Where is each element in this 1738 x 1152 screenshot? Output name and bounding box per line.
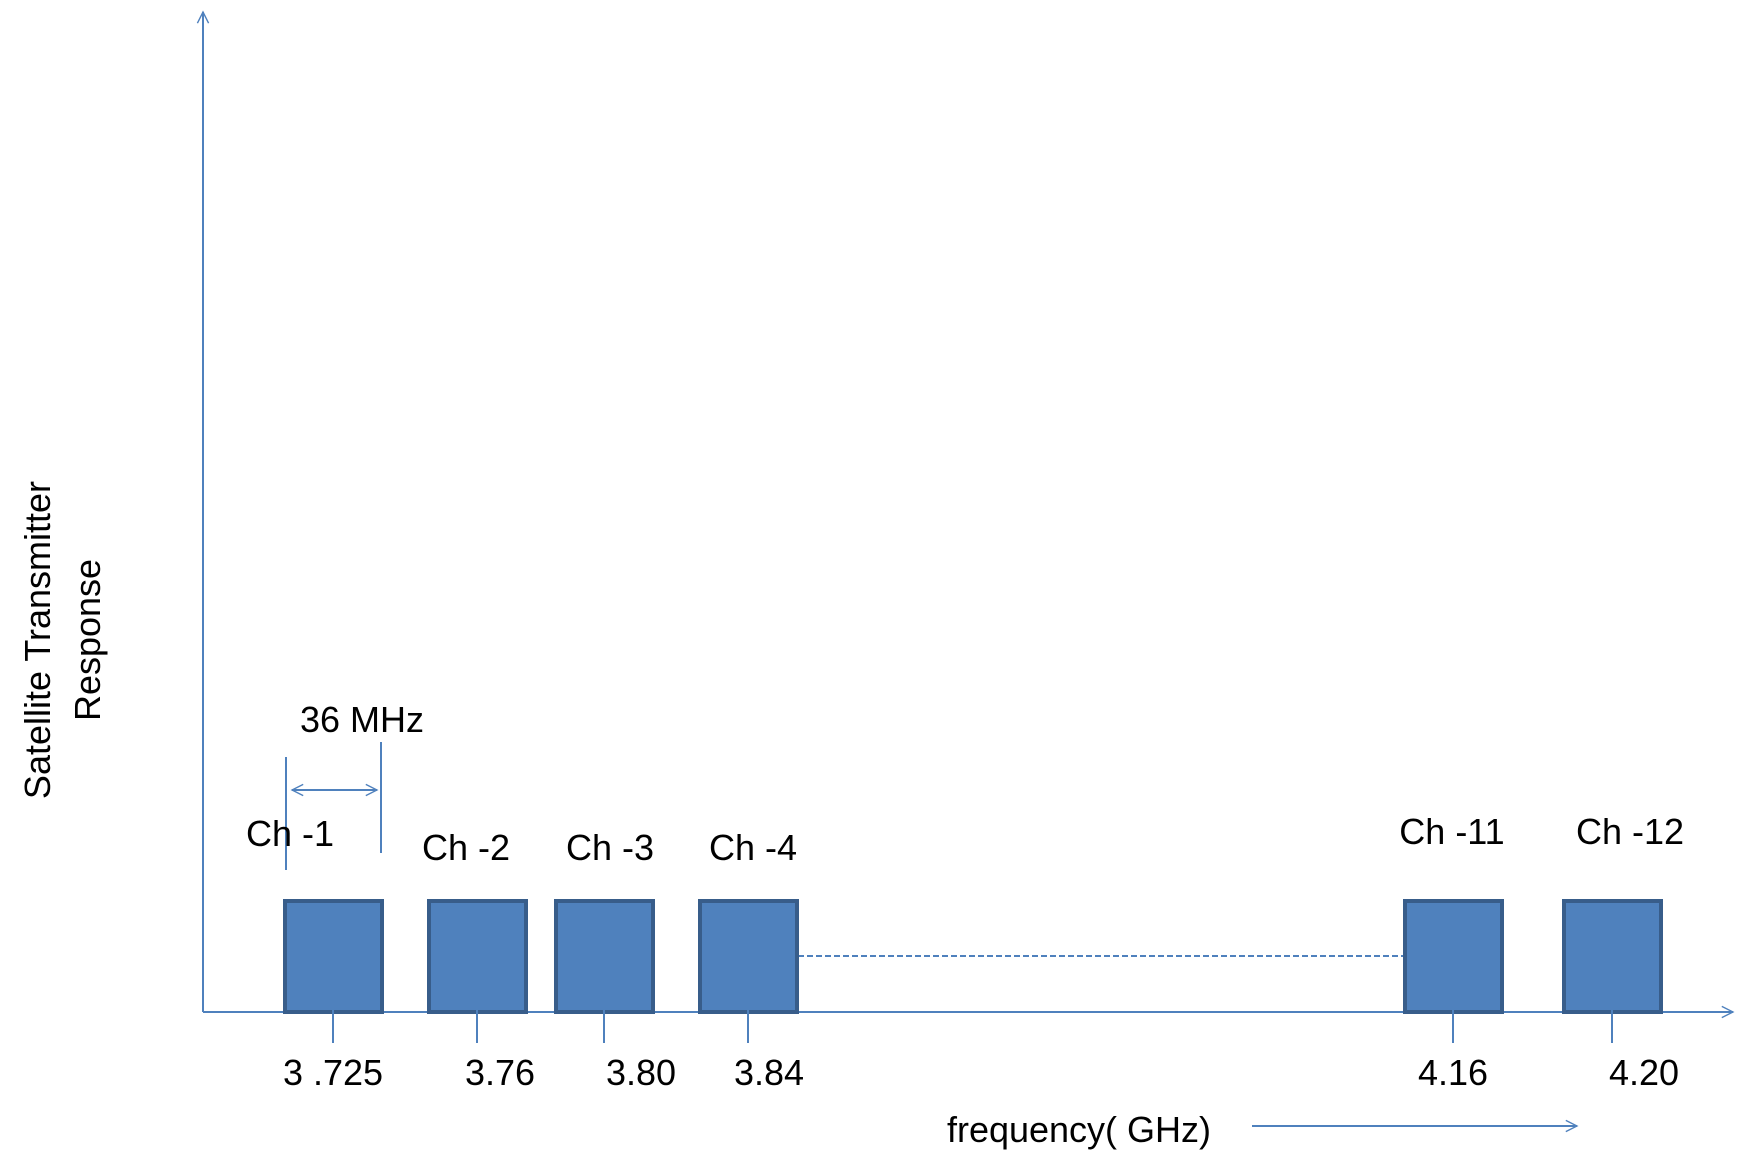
- channel-box: [1403, 899, 1504, 1014]
- channel-label: Ch -2: [422, 827, 510, 868]
- channel-5: Ch -11 4.16: [1399, 811, 1504, 1093]
- x-axis-label: frequency( GHz): [947, 1109, 1211, 1150]
- channel-label: Ch -4: [709, 827, 797, 868]
- frequency-label: 3 .725: [283, 1052, 383, 1093]
- channel-label: Ch -1: [246, 813, 334, 854]
- channel-label: Ch -11: [1399, 811, 1504, 852]
- channel-label: Ch -12: [1576, 811, 1684, 852]
- bandwidth-indicator: 36 MHz: [285, 699, 424, 870]
- bandwidth-label: 36 MHz: [300, 699, 424, 740]
- frequency-label: 3.76: [465, 1052, 535, 1093]
- channel-label: Ch -3: [566, 827, 654, 868]
- frequency-label: 4.16: [1418, 1052, 1488, 1093]
- channel-6: Ch -12 4.20: [1562, 811, 1684, 1093]
- frequency-label: 3.84: [734, 1052, 804, 1093]
- channel-3: Ch -3 3.80: [554, 827, 676, 1093]
- channel-1: Ch -1 3 .725: [246, 813, 384, 1093]
- frequency-label: 4.20: [1609, 1052, 1679, 1093]
- y-axis-label: Satellite Transmitter Response: [17, 481, 108, 799]
- frequency-label: 3.80: [606, 1052, 676, 1093]
- y-axis-label-line2: Response: [67, 559, 108, 721]
- y-axis-label-line1: Satellite Transmitter: [17, 481, 58, 799]
- channel-2: Ch -2 3.76: [422, 827, 535, 1093]
- channel-4: Ch -4 3.84: [698, 827, 804, 1093]
